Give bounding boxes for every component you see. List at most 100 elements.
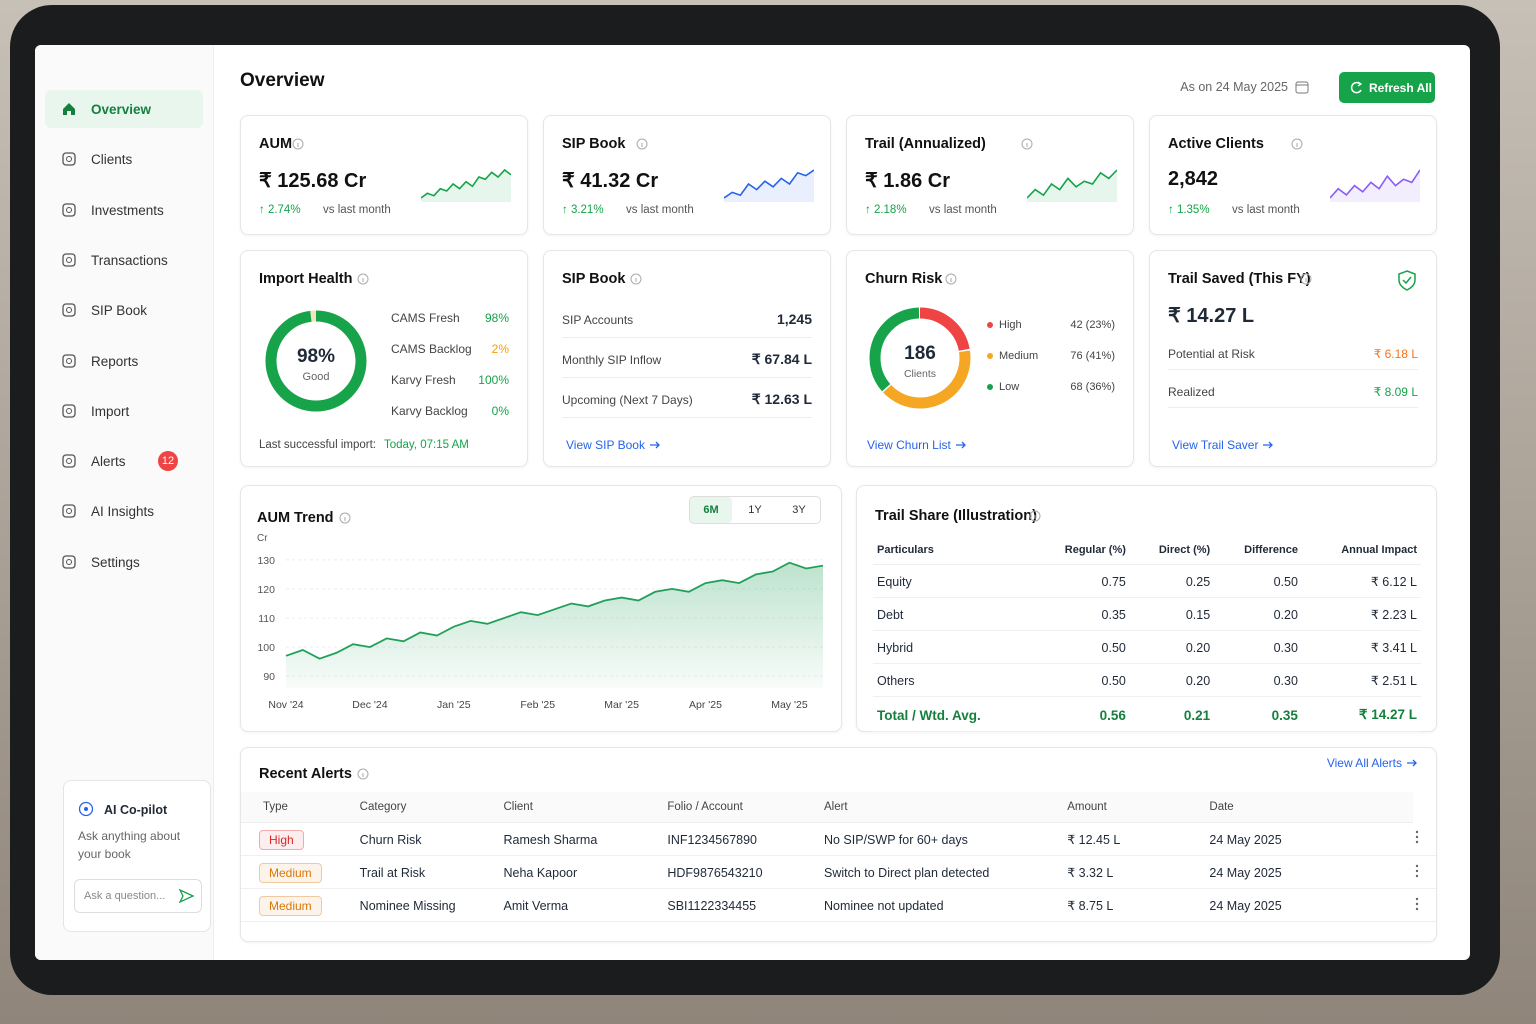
view-sip-book-link[interactable]: View SIP Book — [566, 438, 661, 452]
row-menu-part — [1415, 874, 1419, 877]
metric-value: ₹ 12.63 L — [751, 391, 812, 407]
nav-item[interactable]: Overview — [45, 90, 203, 128]
copilot-input[interactable]: Ask a question... — [74, 879, 202, 913]
nav-label: Reports — [91, 353, 139, 369]
info-icon-part — [1300, 273, 1312, 285]
nav-item[interactable]: Alerts 12 — [45, 442, 203, 480]
y-tick-label: 110 — [258, 613, 275, 625]
range-tab[interactable]: 6M — [690, 497, 732, 523]
table-cell: Debt — [873, 597, 1032, 631]
nav-icon — [62, 152, 76, 166]
nav-label: Settings — [91, 554, 140, 570]
view-churn-list-link[interactable]: View Churn List — [867, 438, 967, 452]
row-menu-part — [1415, 864, 1419, 867]
nav-icon — [62, 253, 76, 267]
cell-text: HDF9876543210 — [667, 865, 763, 880]
cell-text: Ramesh Sharma — [503, 832, 598, 847]
kpi-change: ↑ 2.18% — [865, 204, 907, 216]
table-cell: ₹ 8.75 L — [1067, 888, 1210, 922]
table-cell: 0.30 — [1214, 630, 1302, 664]
nav-icon — [62, 504, 76, 519]
cell-text: ₹ 12.45 L — [1067, 833, 1121, 847]
row-menu-part — [1415, 907, 1419, 910]
nav-label: Import — [91, 403, 130, 419]
donut-segment — [869, 307, 971, 409]
range-tab[interactable]: 1Y — [748, 504, 762, 516]
kpi-change-note: vs last month — [626, 204, 694, 216]
source-label: Karvy Fresh — [391, 373, 456, 387]
nav-badge: 12 — [158, 451, 178, 472]
nav-item[interactable]: SIP Book — [45, 291, 203, 329]
nav-item[interactable]: Import — [45, 392, 203, 430]
arrow-icon — [649, 441, 660, 449]
info-icon-part — [1021, 138, 1033, 150]
view-churn-list-link-text: View Churn List — [867, 438, 951, 452]
copilot-icon-part — [84, 807, 88, 811]
row-menu[interactable] — [1414, 897, 1420, 911]
aum-chart: Cr 90 100 110 120 130 Nov '24 Dec '24 Jan '25 Feb… — [257, 533, 824, 711]
nav-item[interactable]: Transactions — [45, 241, 203, 279]
card-title: Trail Share (Illustration) — [875, 508, 1037, 524]
sparkline — [1330, 169, 1420, 199]
info-icon — [357, 273, 369, 285]
view-trail-saver-link[interactable]: View Trail Saver — [1172, 438, 1274, 452]
sparkline-area — [1027, 170, 1117, 202]
sparkline-area — [724, 170, 814, 202]
row-menu-part — [1415, 902, 1419, 905]
table-row: Debt 0.35 0.15 0.20 ₹ 2.23 L — [873, 597, 1421, 631]
main-content: Overview As on 24 May 2025 Refresh All AUM ₹… — [240, 45, 1437, 960]
refresh-icon — [1350, 81, 1363, 94]
legend-dot — [987, 353, 993, 359]
column-header: Amount — [1067, 792, 1210, 823]
nav-item[interactable]: Clients — [45, 140, 203, 178]
row-menu-part — [1415, 841, 1419, 844]
nav-item[interactable]: Investments — [45, 191, 203, 229]
column-header: Regular (%) — [1031, 536, 1130, 565]
metric-label: Monthly SIP Inflow — [562, 353, 662, 367]
view-all-alerts-link[interactable]: View All Alerts — [1327, 756, 1418, 770]
kpi-card: Trail (Annualized) ₹ 1.86 Cr ↑ 2.18% vs las… — [846, 115, 1134, 235]
row-divider — [1168, 407, 1418, 408]
nav-icon — [62, 202, 76, 217]
nav-item[interactable]: Reports — [45, 342, 203, 380]
sip-book-card: SIP Book SIP Accounts 1,245 Monthly SIP Inf… — [543, 250, 831, 467]
nav-icon-part — [66, 558, 72, 565]
recent-alerts-card: Recent Alerts View All Alerts Type Category… — [240, 747, 1437, 942]
nav-icon-part — [62, 555, 76, 569]
table-row: Hybrid 0.50 0.20 0.30 ₹ 3.41 L — [873, 630, 1421, 664]
info-icon — [1029, 510, 1041, 522]
copilot-icon — [78, 801, 94, 817]
cell-text: Nominee Missing — [359, 898, 456, 913]
page-title: Overview — [240, 70, 325, 91]
row-menu-cell — [1413, 822, 1436, 856]
metric-label: Realized — [1168, 385, 1215, 399]
refresh-button[interactable]: Refresh All — [1339, 72, 1435, 103]
table-cell: 24 May 2025 — [1209, 855, 1413, 889]
column-header: Type — [241, 792, 360, 823]
severity-badge: Medium — [259, 895, 322, 916]
x-tick-label: Mar '25 — [604, 699, 639, 711]
copilot-box: AI Co-pilot Ask anything about your book A… — [63, 780, 211, 932]
range-tab[interactable]: 3Y — [792, 504, 806, 516]
info-icon-part — [636, 138, 648, 150]
cell-text: Trail at Risk — [359, 865, 426, 880]
nav-item[interactable]: AI Insights — [45, 492, 203, 530]
nav-icon-part — [66, 458, 72, 465]
table-cell: Churn Risk — [359, 822, 504, 856]
nav-item[interactable]: Settings — [45, 543, 203, 581]
info-icon-part — [1291, 138, 1303, 150]
table-cell: ₹ 3.32 L — [1067, 855, 1210, 889]
row-divider — [562, 337, 812, 338]
row-menu[interactable] — [1414, 830, 1420, 844]
alert-row: Medium Nominee Missing Amit Verma SBI112233… — [241, 888, 1436, 922]
nav-icon-part — [62, 202, 76, 217]
legend-dot — [987, 322, 993, 328]
total-row: Total / Wtd. Avg. 0.56 0.21 0.35 ₹ 14.27 L — [873, 696, 1421, 732]
kpi-value: 2,842 — [1168, 168, 1219, 190]
nav-label: AI Insights — [91, 504, 155, 520]
table-header-row: Particulars Regular (%) Direct (%) Differen… — [873, 536, 1421, 565]
sparkline-chart — [421, 168, 511, 202]
table-row: Equity 0.75 0.25 0.50 ₹ 6.12 L — [873, 564, 1421, 598]
view-trail-saver-link-text: View Trail Saver — [1172, 438, 1259, 452]
row-menu[interactable] — [1414, 864, 1420, 878]
